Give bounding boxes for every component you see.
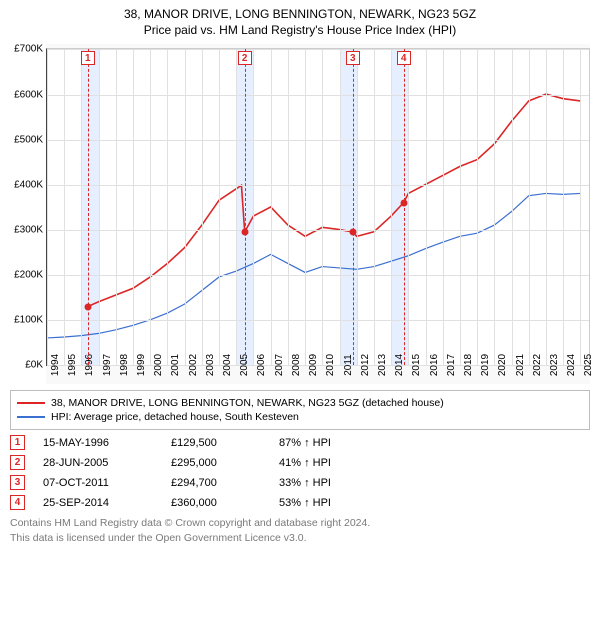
- transaction-pct: 41% ↑ HPI: [279, 457, 369, 469]
- x-axis-label: 2004: [219, 354, 233, 376]
- footer-attribution: Contains HM Land Registry data © Crown c…: [10, 516, 590, 544]
- x-axis-label: 2025: [580, 354, 594, 376]
- transaction-date: 07-OCT-2011: [43, 477, 153, 489]
- x-axis-label: 2007: [271, 354, 285, 376]
- x-axis-label: 2012: [357, 354, 371, 376]
- transaction-price: £294,700: [171, 477, 261, 489]
- transaction-dot-icon: [84, 303, 91, 310]
- y-axis-label: £300K: [14, 224, 47, 235]
- legend: 38, MANOR DRIVE, LONG BENNINGTON, NEWARK…: [10, 390, 590, 430]
- x-axis-label: 1997: [99, 354, 113, 376]
- transaction-row: 2 28-JUN-2005 £295,000 41% ↑ HPI: [10, 455, 590, 470]
- title-line1: 38, MANOR DRIVE, LONG BENNINGTON, NEWARK…: [10, 6, 590, 22]
- x-axis-label: 2021: [512, 354, 526, 376]
- x-axis-label: 2015: [408, 354, 422, 376]
- y-axis-label: £100K: [14, 315, 47, 326]
- legend-label: 38, MANOR DRIVE, LONG BENNINGTON, NEWARK…: [51, 397, 444, 409]
- x-axis-label: 1998: [116, 354, 130, 376]
- x-axis-label: 2010: [322, 354, 336, 376]
- event-marker-icon: 4: [397, 51, 411, 65]
- transaction-date: 25-SEP-2014: [43, 497, 153, 509]
- transaction-dot-icon: [349, 229, 356, 236]
- transaction-pct: 33% ↑ HPI: [279, 477, 369, 489]
- x-axis-label: 1995: [64, 354, 78, 376]
- x-axis-label: 2024: [563, 354, 577, 376]
- x-axis-label: 2006: [253, 354, 267, 376]
- chart-title: 38, MANOR DRIVE, LONG BENNINGTON, NEWARK…: [0, 0, 600, 38]
- x-axis-label: 2018: [460, 354, 474, 376]
- x-axis-label: 1999: [133, 354, 147, 376]
- transaction-pct: 53% ↑ HPI: [279, 497, 369, 509]
- transaction-date: 15-MAY-1996: [43, 437, 153, 449]
- x-axis-label: 2013: [374, 354, 388, 376]
- chart-lines: [47, 49, 589, 365]
- x-axis-label: 2016: [426, 354, 440, 376]
- transaction-marker-icon: 1: [10, 435, 25, 450]
- legend-item: HPI: Average price, detached house, Sout…: [17, 411, 583, 423]
- transaction-marker-icon: 3: [10, 475, 25, 490]
- event-marker-icon: 2: [238, 51, 252, 65]
- x-axis-label: 2002: [185, 354, 199, 376]
- x-axis-label: 2022: [529, 354, 543, 376]
- footer-line: This data is licensed under the Open Gov…: [10, 531, 590, 545]
- y-axis-label: £200K: [14, 270, 47, 281]
- transaction-row: 4 25-SEP-2014 £360,000 53% ↑ HPI: [10, 495, 590, 510]
- plot-region: £0K£100K£200K£300K£400K£500K£600K£700K19…: [46, 48, 590, 366]
- y-axis-label: £600K: [14, 89, 47, 100]
- title-line2: Price paid vs. HM Land Registry's House …: [10, 22, 590, 38]
- x-axis-label: 2008: [288, 354, 302, 376]
- legend-item: 38, MANOR DRIVE, LONG BENNINGTON, NEWARK…: [17, 397, 583, 409]
- x-axis-label: 2003: [202, 354, 216, 376]
- transaction-marker-icon: 4: [10, 495, 25, 510]
- x-axis-label: 2020: [494, 354, 508, 376]
- transaction-row: 1 15-MAY-1996 £129,500 87% ↑ HPI: [10, 435, 590, 450]
- transaction-marker-icon: 2: [10, 455, 25, 470]
- transaction-price: £295,000: [171, 457, 261, 469]
- legend-swatch: [17, 402, 45, 404]
- y-axis-label: £500K: [14, 134, 47, 145]
- event-marker-icon: 1: [81, 51, 95, 65]
- event-marker-icon: 3: [346, 51, 360, 65]
- y-axis-label: £0K: [25, 360, 47, 371]
- transaction-row: 3 07-OCT-2011 £294,700 33% ↑ HPI: [10, 475, 590, 490]
- price-chart: £0K£100K£200K£300K£400K£500K£600K£700K19…: [46, 44, 590, 384]
- x-axis-label: 1994: [47, 354, 61, 376]
- y-axis-label: £700K: [14, 44, 47, 55]
- legend-swatch: [17, 416, 45, 418]
- transaction-pct: 87% ↑ HPI: [279, 437, 369, 449]
- x-axis-label: 2011: [340, 355, 354, 377]
- x-axis-label: 2017: [443, 354, 457, 376]
- transaction-list: 1 15-MAY-1996 £129,500 87% ↑ HPI 2 28-JU…: [10, 435, 590, 510]
- x-axis-label: 2009: [305, 354, 319, 376]
- transaction-price: £129,500: [171, 437, 261, 449]
- x-axis-label: 2019: [477, 354, 491, 376]
- y-axis-label: £400K: [14, 179, 47, 190]
- transaction-date: 28-JUN-2005: [43, 457, 153, 469]
- legend-label: HPI: Average price, detached house, Sout…: [51, 411, 299, 423]
- transaction-price: £360,000: [171, 497, 261, 509]
- transaction-dot-icon: [241, 229, 248, 236]
- x-axis-label: 2000: [150, 354, 164, 376]
- transaction-dot-icon: [400, 199, 407, 206]
- x-axis-label: 2005: [236, 354, 250, 376]
- footer-line: Contains HM Land Registry data © Crown c…: [10, 516, 590, 530]
- x-axis-label: 2001: [167, 354, 181, 376]
- x-axis-label: 2023: [546, 354, 560, 376]
